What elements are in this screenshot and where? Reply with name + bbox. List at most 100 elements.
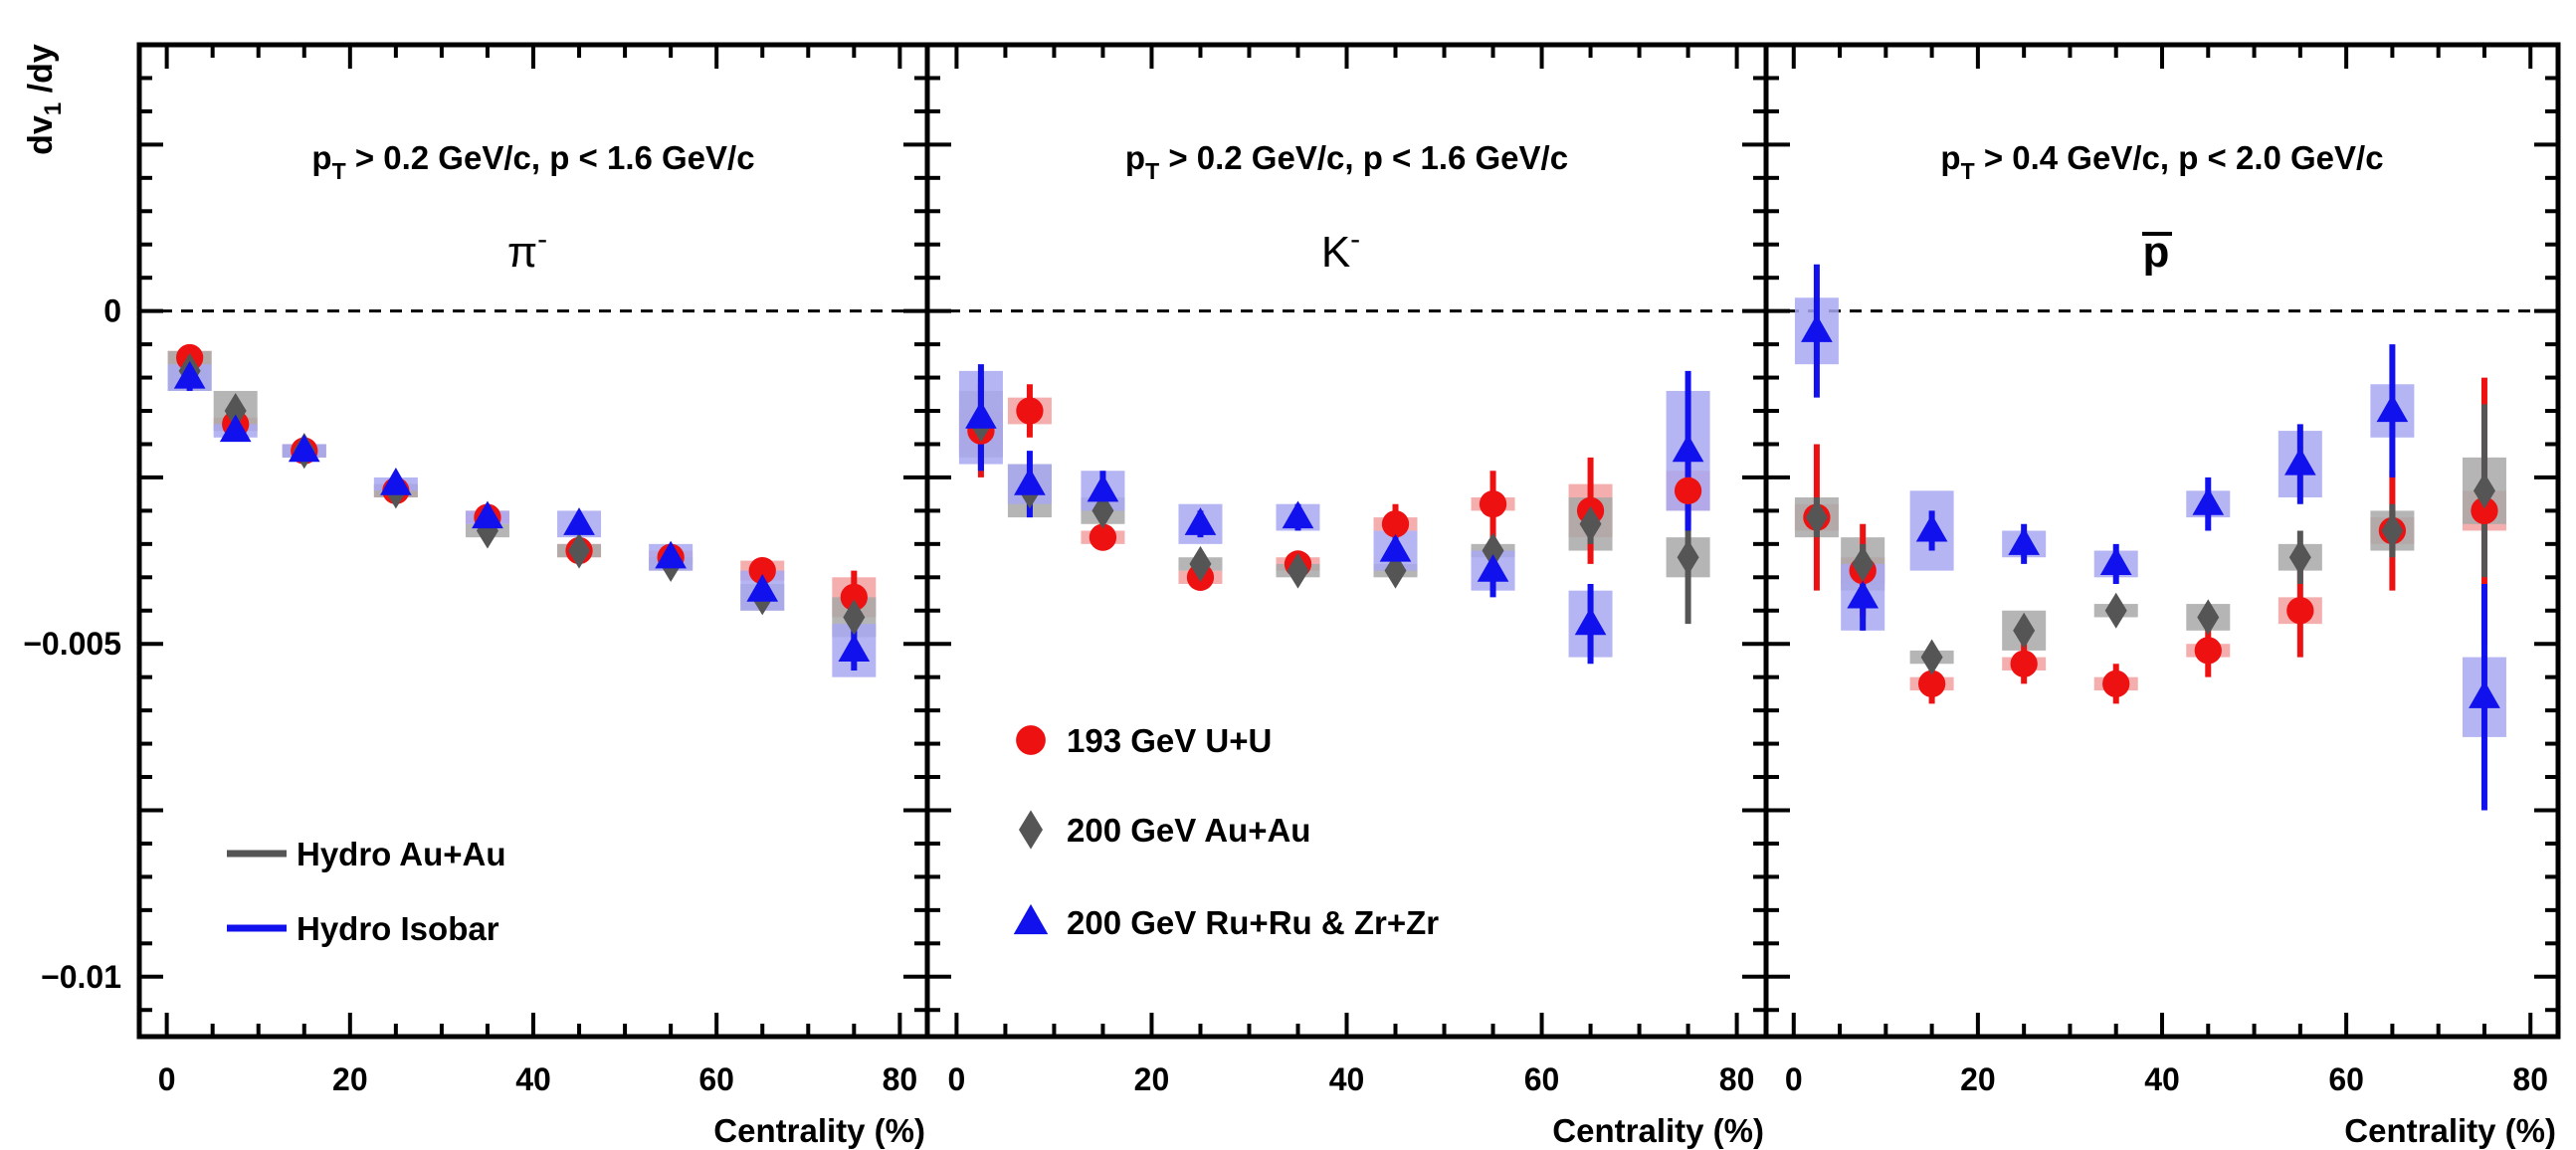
- uu-data-point: [1917, 670, 1946, 698]
- auau-data-point: [1677, 539, 1699, 576]
- particle-charge: -: [1350, 223, 1360, 256]
- y-tick-label: −0.005: [23, 626, 121, 662]
- iso-data-point: [219, 414, 252, 443]
- x-tick-label: 20: [1960, 1061, 1996, 1097]
- data-markers: [173, 314, 2500, 708]
- iso-data-point: [1087, 474, 1119, 502]
- uu-data-point: [2286, 597, 2314, 625]
- y-axis-label-main: dv: [22, 115, 60, 155]
- x-tick-label: 40: [515, 1061, 551, 1097]
- iso-data-point: [1672, 434, 1704, 463]
- auau-data-point: [1482, 532, 1504, 569]
- x-tick-label: 40: [1329, 1061, 1365, 1097]
- iso-data-point: [1847, 580, 1880, 609]
- panel-frame: [136, 42, 930, 1040]
- uu-data-point: [2102, 670, 2130, 698]
- auau-data-point: [1805, 499, 1828, 536]
- panel-cut-label: pT > 0.2 GeV/c, p < 1.6 GeV/c: [311, 139, 754, 184]
- x-tick-label: 20: [332, 1061, 368, 1097]
- x-axis-title: Centrality (%): [1552, 1112, 1764, 1149]
- auau-data-point: [843, 599, 866, 636]
- auau-data-point: [2104, 592, 2127, 629]
- auau-data-point: [2197, 599, 2220, 636]
- auau-data-point: [2013, 612, 2036, 649]
- iso-data-point: [2283, 447, 2316, 476]
- iso-data-point: [2099, 547, 2132, 576]
- x-tick-label: 40: [2144, 1061, 2180, 1097]
- x-axis-title: Centrality (%): [713, 1112, 925, 1149]
- auau-data-point: [1579, 505, 1602, 542]
- cut-text: > 0.2 GeV/c, p < 1.6 GeV/c: [346, 139, 755, 176]
- axis-ticks: [139, 43, 2558, 1037]
- legend-label: Hydro Au+Au: [297, 836, 506, 872]
- auau-data-point: [568, 532, 591, 569]
- x-tick-label: 0: [948, 1061, 966, 1097]
- legend-label: 200 GeV Ru+Ru & Zr+Zr: [1067, 904, 1439, 941]
- auau-data-point: [1189, 545, 1212, 582]
- iso-data-point: [1184, 507, 1217, 535]
- iso-data-point: [288, 434, 320, 463]
- auau-data-point: [2288, 539, 2311, 576]
- iso-data-point: [1574, 607, 1607, 636]
- legend-label: 193 GeV U+U: [1067, 722, 1272, 759]
- x-axis-title: Centrality (%): [2344, 1112, 2556, 1149]
- auau-data-point: [1852, 545, 1875, 582]
- auau-data-point: [224, 392, 247, 430]
- iso-data-point: [472, 500, 503, 529]
- particle-label: p: [2143, 228, 2170, 277]
- x-tick-label: 20: [1134, 1061, 1170, 1097]
- x-tick-label: 60: [698, 1061, 734, 1097]
- x-tick-label: 80: [883, 1061, 918, 1097]
- legend: 193 GeV U+U 200 GeV Au+Au 200 GeV Ru+Ru & …: [227, 722, 1439, 947]
- panel-cut-label: pT > 0.4 GeV/c, p < 2.0 GeV/c: [1940, 139, 2383, 184]
- uu-data-point: [1089, 523, 1117, 551]
- iso-data-point: [380, 467, 412, 495]
- systematic-boxes: [167, 297, 2506, 737]
- auau-data-point: [1091, 492, 1114, 529]
- uu-data-point: [1674, 477, 1702, 504]
- iso-data-point: [563, 507, 595, 535]
- iso-data-point: [2008, 527, 2041, 555]
- iso-data-point: [2469, 680, 2500, 708]
- iso-data-point: [838, 634, 871, 662]
- panel-frame: [924, 42, 1769, 1040]
- legend-label: 200 GeV Au+Au: [1067, 812, 1310, 849]
- particle-label: π-: [507, 223, 547, 277]
- iso-data-point: [1915, 513, 1948, 542]
- x-tick-label: 0: [1785, 1061, 1803, 1097]
- iso-data-point: [2192, 487, 2225, 515]
- legend-label: Hydro Isobar: [297, 910, 499, 947]
- x-tick-label: 60: [1524, 1061, 1560, 1097]
- particle-symbol: p: [2143, 228, 2170, 277]
- legend-circle-marker: [1016, 725, 1046, 755]
- cut-subscript: T: [1145, 158, 1159, 184]
- uu-data-point: [748, 556, 776, 585]
- uu-data-point: [1381, 510, 1410, 538]
- x-tick-label: 80: [2512, 1061, 2548, 1097]
- y-axis-label-tail: /dy: [22, 44, 60, 102]
- uu-data-point: [840, 583, 868, 612]
- cut-p: p: [1125, 139, 1145, 176]
- iso-data-point: [1477, 553, 1509, 582]
- uu-data-point: [2010, 650, 2038, 677]
- uu-data-point: [2194, 637, 2222, 665]
- particle-symbol: K: [1321, 228, 1350, 277]
- auau-data-point: [1920, 639, 1943, 675]
- iso-data-point: [1379, 533, 1412, 562]
- iso-data-point: [1801, 314, 1833, 342]
- auau-data-point: [2381, 512, 2404, 549]
- auau-data-point: [2473, 473, 2495, 509]
- iso-data-point: [746, 574, 779, 602]
- iso-data-point: [965, 401, 997, 429]
- panel-frame: [1763, 42, 2561, 1040]
- panel-frames: [136, 42, 2561, 1040]
- panel-cut-label: pT > 0.2 GeV/c, p < 1.6 GeV/c: [1125, 139, 1568, 184]
- particle-symbol: π: [507, 228, 537, 277]
- particle-charge: -: [537, 223, 547, 256]
- particle-label: K-: [1321, 223, 1360, 277]
- x-tick-label: 0: [158, 1061, 176, 1097]
- uu-data-point: [1016, 397, 1044, 425]
- error-bars: [186, 264, 2487, 811]
